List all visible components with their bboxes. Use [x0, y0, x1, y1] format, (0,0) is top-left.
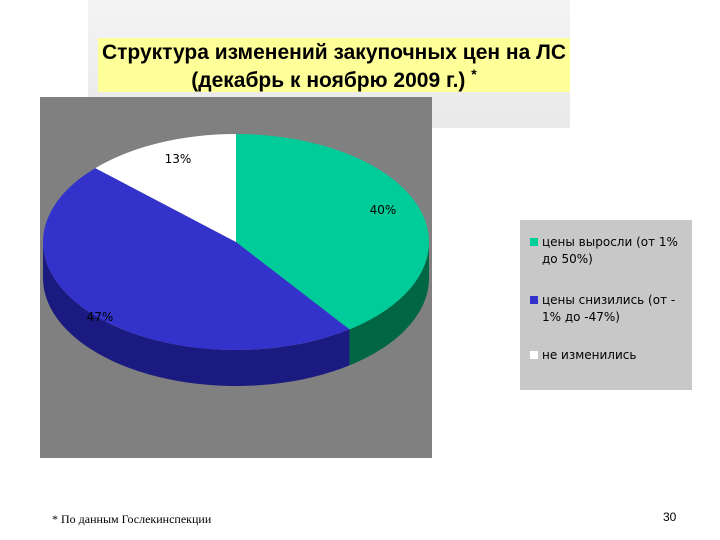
legend-item-decreased: цены снизились (от - 1% до -47%): [530, 292, 686, 326]
page-number: 30: [663, 510, 677, 524]
pie-slice-unchanged: [95, 134, 236, 242]
pie-chart-area: 40% 47% 13%: [40, 97, 432, 458]
pie-slice-decreased: [43, 168, 350, 350]
slide-title-line-1: Структура изменений закупочных цен на ЛС: [101, 41, 567, 64]
legend-label-decreased: цены снизились (от - 1% до -47%): [542, 293, 676, 324]
source-footnote: * По данным Гослекинспекции: [52, 512, 212, 526]
pie-slice-increased: [236, 134, 429, 330]
legend-item-increased: цены выросли (от 1% до 50%): [530, 234, 686, 268]
title-footnote-marker: *: [471, 66, 477, 82]
data-label-increased: 40%: [370, 203, 397, 217]
chart-legend: цены выросли (от 1% до 50%) цены снизили…: [520, 220, 692, 390]
legend-swatch-decreased: [530, 296, 538, 304]
legend-swatch-unchanged: [530, 351, 538, 359]
data-label-unchanged: 13%: [165, 152, 192, 166]
slide-title-line-2-text: (декабрь к ноябрю 2009 г.): [191, 69, 466, 92]
data-label-decreased: 47%: [87, 310, 114, 324]
pie-side-decreased: [43, 242, 350, 386]
slide-title-line-2: (декабрь к ноябрю 2009 г.) *: [98, 66, 570, 93]
slide-title: Структура изменений закупочных цен на ЛС…: [98, 38, 570, 92]
pie-chart: 40% 47% 13%: [43, 134, 429, 386]
legend-label-unchanged: не изменились: [542, 348, 637, 362]
legend-item-unchanged: не изменились: [530, 347, 686, 364]
pie-side-increased: [349, 242, 429, 366]
legend-label-increased: цены выросли (от 1% до 50%): [542, 235, 678, 266]
legend-swatch-increased: [530, 238, 538, 246]
